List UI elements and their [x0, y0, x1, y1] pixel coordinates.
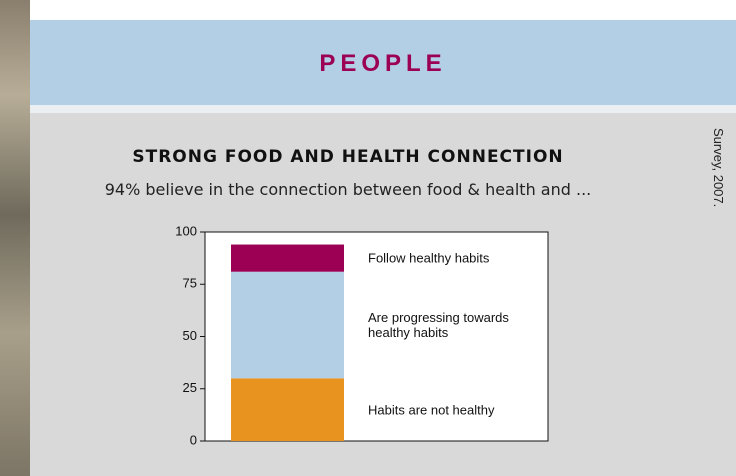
bar-segment [231, 244, 344, 272]
photo-strip [0, 0, 30, 476]
segment-label: Are progressing towards healthy habits [368, 310, 509, 340]
divider [30, 105, 736, 113]
chart-title: STRONG FOOD AND HEALTH CONNECTION [132, 147, 564, 167]
segment-label: Habits are not healthy [368, 402, 495, 418]
y-tick-label: 50 [183, 328, 197, 343]
chart-subtitle: 94% believe in the connection between fo… [104, 180, 592, 199]
header-band [30, 20, 736, 105]
segment-label: Follow healthy habits [368, 250, 490, 266]
header-title: PEOPLE [319, 50, 447, 77]
y-tick-label: 25 [183, 380, 197, 395]
top-strip [30, 0, 736, 20]
bar-segment [231, 271, 344, 379]
bar-segment [231, 378, 344, 441]
y-tick-label: 75 [183, 276, 197, 291]
y-tick-label: 100 [175, 223, 197, 238]
y-tick-label: 0 [190, 432, 197, 447]
